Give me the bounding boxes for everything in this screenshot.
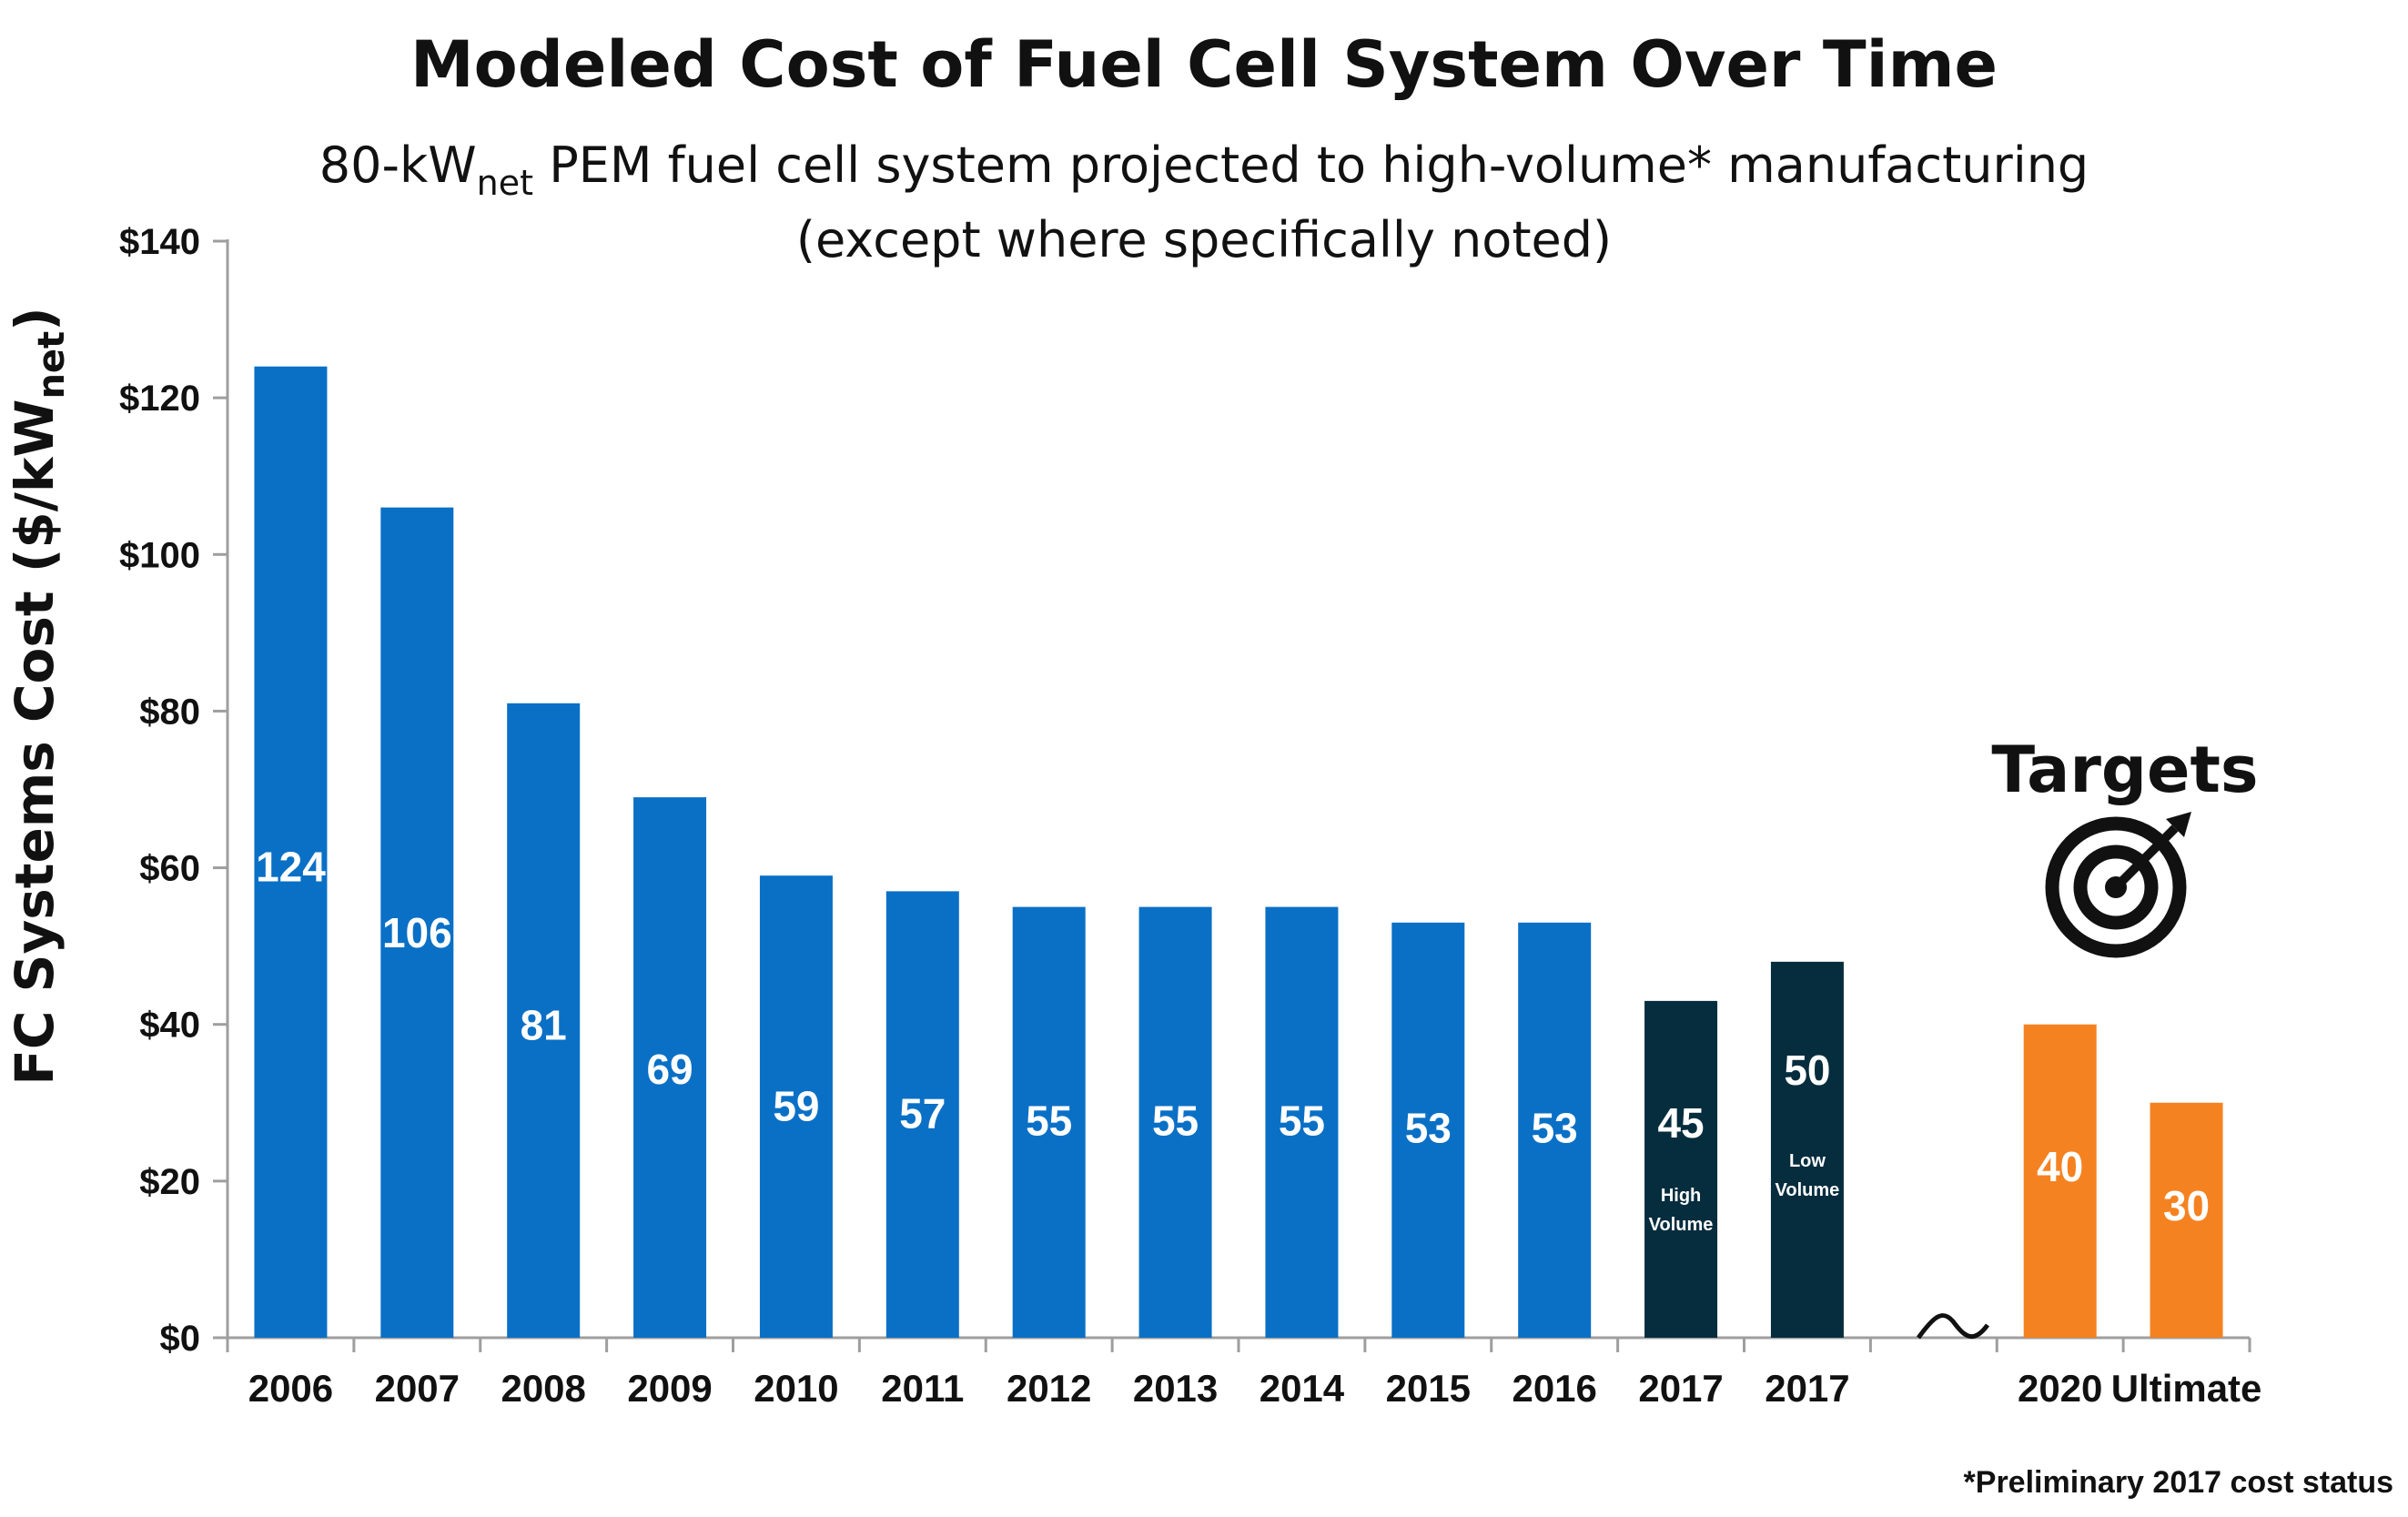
targets-annotation: Targets (1991, 733, 2258, 807)
y-tick-label: $0 (160, 1319, 201, 1359)
footnote: *Preliminary 2017 cost status (1964, 1465, 2393, 1500)
bar-value-label: 69 (646, 1046, 693, 1093)
bar (1265, 906, 1339, 1338)
y-axis-label: FC Systems Cost ($/kWnet) (4, 307, 73, 1085)
bar-value-label: 53 (1532, 1105, 1578, 1152)
y-tick-label: $40 (139, 1006, 200, 1046)
bar-value-label: 53 (1405, 1105, 1452, 1152)
axis-break-icon (1916, 1313, 1990, 1340)
x-tick-label: 2008 (501, 1367, 585, 1410)
x-tick-label: 2013 (1133, 1367, 1218, 1410)
y-tick-label: $140 (119, 222, 200, 262)
value-labels: 124 106 81 69 59 57 55 55 55 53 53 45 High Volume 50 Lo… (256, 843, 2210, 1235)
bar-value-label: 50 (1784, 1047, 1830, 1094)
x-tick-label: 2016 (1512, 1367, 1596, 1410)
x-tick-label: 2010 (754, 1367, 838, 1410)
x-tick-label: 2020 (2018, 1367, 2102, 1410)
x-tick-label: 2017 (1638, 1367, 1723, 1410)
y-tick-label: $100 (119, 535, 200, 575)
x-tick-label: 2012 (1007, 1367, 1091, 1410)
bar-value-label: 45 (1657, 1099, 1704, 1147)
bar (633, 797, 707, 1338)
x-tick-label: 2009 (627, 1367, 712, 1410)
x-tick-label: 2007 (375, 1367, 460, 1410)
y-tick-label: $80 (139, 692, 200, 732)
bars (254, 366, 2223, 1338)
bar (1518, 922, 1592, 1338)
bar (2150, 1102, 2223, 1338)
bar-note: Volume (1776, 1180, 1840, 1200)
bar (254, 366, 328, 1338)
bar-value-label: 55 (1279, 1097, 1325, 1145)
bar-value-label: 81 (521, 1001, 567, 1048)
bar (1391, 922, 1465, 1338)
x-tick-label: 2006 (248, 1367, 333, 1410)
x-tick-labels: 2006 2007 2008 2009 2010 2011 2012 2013 2014 2015… (248, 1367, 2262, 1410)
bar (507, 703, 581, 1338)
bar-note: Low (1789, 1151, 1826, 1171)
bar-value-label: 124 (256, 843, 326, 890)
bar (759, 875, 833, 1338)
bar (380, 507, 454, 1338)
x-tick-label: 2017 (1765, 1367, 1849, 1410)
y-tick-label: $20 (139, 1162, 200, 1202)
bar (1644, 1000, 1718, 1338)
y-tick-label: $60 (139, 849, 200, 889)
bar (2023, 1024, 2097, 1338)
bar-note: Volume (1649, 1215, 1714, 1235)
x-tick-label: 2015 (1386, 1367, 1471, 1410)
bar-value-label: 30 (2163, 1182, 2210, 1229)
bar-value-label: 55 (1152, 1097, 1199, 1145)
chart-subtitle-line2: (except where specifically noted) (796, 211, 1612, 268)
target-icon (2045, 812, 2191, 958)
chart-title: Modeled Cost of Fuel Cell System Over Ti… (410, 27, 1998, 102)
x-axis (226, 1336, 2251, 1352)
bar-value-label: 55 (1026, 1097, 1072, 1145)
bar-value-label: 59 (773, 1082, 819, 1129)
bar (885, 891, 959, 1338)
bar-note: High (1661, 1186, 1701, 1206)
bar (1012, 906, 1086, 1338)
y-tick-label: $120 (119, 379, 200, 419)
bar (1138, 906, 1212, 1338)
x-tick-label: Ultimate (2111, 1367, 2262, 1410)
y-axis: $0 $20 $40 $60 $80 $100 $120 $140 (119, 222, 229, 1359)
chart-subtitle: 80-kWnet PEM fuel cell system projected … (319, 137, 2089, 203)
bar-value-label: 57 (899, 1089, 946, 1137)
x-tick-label: 2014 (1260, 1367, 1345, 1410)
bar-value-label: 40 (2037, 1143, 2083, 1190)
bar (1770, 961, 1844, 1338)
x-tick-label: 2011 (881, 1367, 964, 1410)
bar-value-label: 106 (382, 909, 452, 956)
